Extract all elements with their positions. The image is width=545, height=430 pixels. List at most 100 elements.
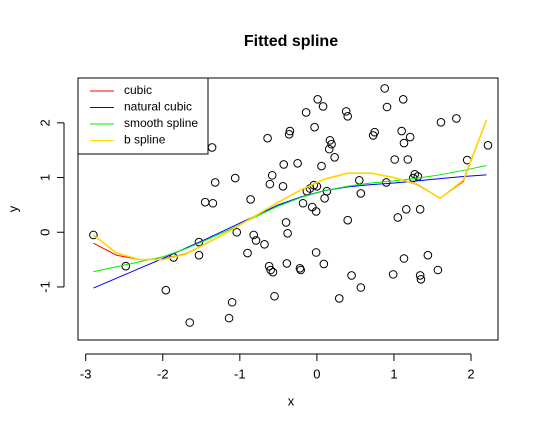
data-point xyxy=(341,107,351,116)
data-point xyxy=(227,297,237,307)
data-point xyxy=(232,227,242,237)
data-point xyxy=(267,171,277,180)
data-point xyxy=(401,204,411,214)
data-point xyxy=(185,318,195,327)
y-tick-label: 0 xyxy=(37,229,52,236)
data-point xyxy=(415,271,425,280)
y-axis-label: y xyxy=(5,205,20,212)
data-point xyxy=(311,207,321,216)
data-point xyxy=(279,160,289,169)
data-point xyxy=(293,159,302,168)
data-point xyxy=(224,313,234,323)
data-point xyxy=(284,130,294,139)
data-point xyxy=(194,237,204,247)
data-point xyxy=(89,230,98,240)
data-point xyxy=(415,204,425,214)
legend-label: smooth spline xyxy=(124,116,198,130)
data-point xyxy=(330,153,339,162)
data-point xyxy=(483,140,493,150)
x-tick-label: 0 xyxy=(313,366,320,381)
data-point xyxy=(285,126,295,136)
data-point xyxy=(194,250,204,260)
data-point xyxy=(264,261,274,271)
data-point xyxy=(200,197,210,207)
x-tick-label: -2 xyxy=(157,366,169,381)
data-point xyxy=(356,283,366,292)
data-point xyxy=(282,259,292,268)
y-tick-label: 1 xyxy=(37,174,52,181)
data-point xyxy=(399,138,409,148)
x-tick-label: -1 xyxy=(234,366,246,381)
data-point xyxy=(281,218,291,227)
data-point xyxy=(311,248,321,257)
x-axis-label: x xyxy=(288,393,295,408)
data-point xyxy=(208,198,218,208)
data-point xyxy=(243,248,252,258)
data-point xyxy=(301,108,311,117)
data-point xyxy=(452,114,461,123)
data-point xyxy=(324,144,334,154)
data-point xyxy=(388,270,398,279)
data-point xyxy=(210,178,220,187)
data-point xyxy=(393,213,403,222)
data-point xyxy=(296,265,306,275)
data-point xyxy=(121,261,131,271)
data-point xyxy=(268,267,278,277)
data-point xyxy=(317,161,326,171)
data-point xyxy=(161,285,171,295)
data-point xyxy=(334,294,344,303)
spline-line xyxy=(92,119,488,261)
y-tick-label: -1 xyxy=(37,281,52,293)
x-tick-label: 2 xyxy=(467,366,474,381)
data-point xyxy=(381,178,391,187)
data-point xyxy=(298,198,308,208)
data-point xyxy=(310,122,319,132)
data-point xyxy=(390,155,400,164)
data-point xyxy=(313,95,322,104)
x-tick-label: 1 xyxy=(390,366,397,381)
data-point xyxy=(260,239,269,249)
data-point xyxy=(230,173,240,183)
data-point xyxy=(413,172,423,181)
x-tick-label: -3 xyxy=(80,366,92,381)
data-point xyxy=(356,189,366,198)
data-point xyxy=(325,136,335,145)
data-point xyxy=(354,175,364,185)
data-point xyxy=(399,254,409,263)
legend-label: natural cubic xyxy=(124,100,192,114)
data-point xyxy=(207,143,217,152)
data-point xyxy=(270,291,279,301)
data-point xyxy=(343,111,353,121)
data-point xyxy=(380,84,390,93)
data-point xyxy=(343,215,353,225)
data-point xyxy=(382,102,392,112)
data-point xyxy=(251,236,261,245)
data-point xyxy=(249,230,259,240)
data-point xyxy=(433,265,443,275)
y-tick-label: 2 xyxy=(37,119,52,126)
data-point xyxy=(319,259,329,269)
data-point xyxy=(327,139,336,149)
data-point xyxy=(278,182,288,191)
data-point xyxy=(370,127,379,137)
data-point xyxy=(265,179,275,189)
data-point xyxy=(283,229,292,238)
data-point xyxy=(398,95,408,104)
legend-label: cubic xyxy=(124,83,152,97)
data-point xyxy=(246,195,255,204)
data-point xyxy=(436,118,446,127)
data-point xyxy=(416,274,426,284)
data-point xyxy=(263,133,272,143)
spline-line xyxy=(93,174,487,289)
data-point xyxy=(318,102,328,111)
data-point xyxy=(320,194,329,203)
data-point xyxy=(266,265,275,275)
legend-label: b spline xyxy=(124,133,166,147)
data-point xyxy=(423,250,433,260)
chart-title: Fitted spline xyxy=(244,33,338,50)
data-point xyxy=(405,132,415,142)
plot-frame xyxy=(77,77,499,341)
spline-line xyxy=(93,165,487,273)
data-point xyxy=(397,126,406,136)
